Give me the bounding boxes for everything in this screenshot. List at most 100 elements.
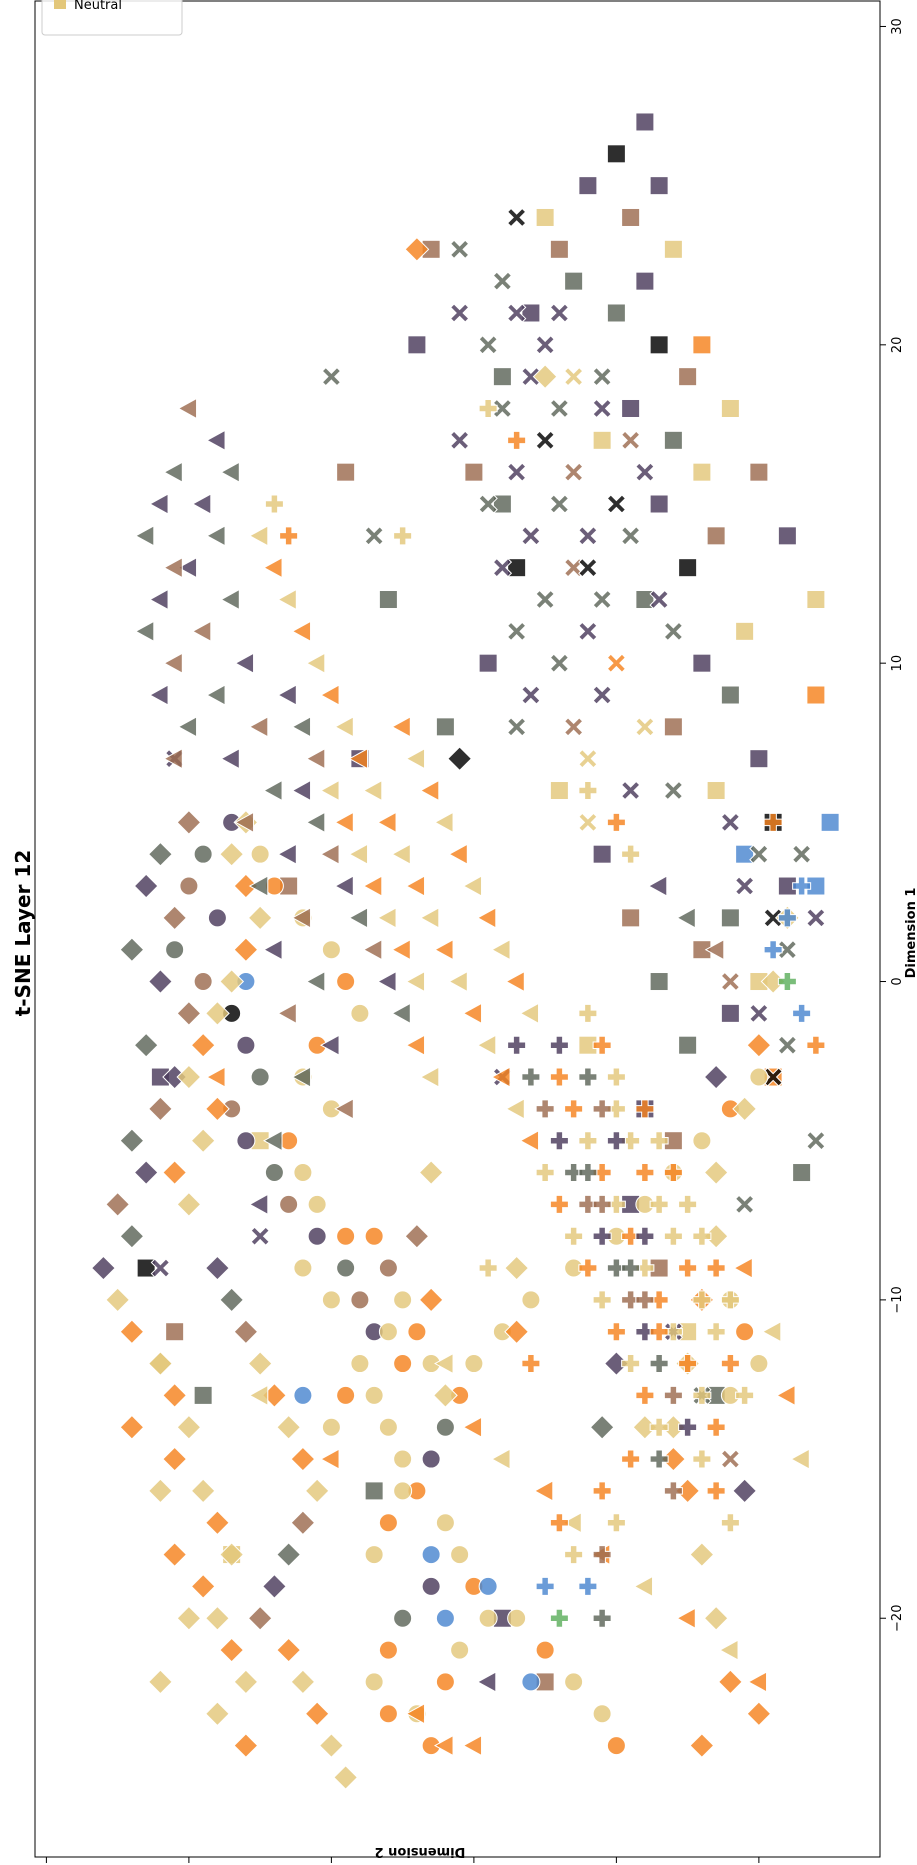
data-point [405,1034,426,1056]
data-point [318,1733,344,1758]
data-point [204,1701,230,1727]
data-point [521,303,541,323]
data-point [649,494,669,514]
data-point [507,1035,527,1055]
data-point [261,1382,287,1408]
data-point [635,462,655,482]
data-point [236,1131,256,1151]
data-point [419,907,440,929]
data-point [606,144,626,164]
data-point [763,908,783,928]
data-point [478,398,498,418]
data-point [407,1322,427,1342]
data-point [734,1194,755,1215]
data-point [720,908,740,928]
data-point [790,1448,810,1470]
data-point [733,1257,753,1279]
data-point [606,1513,626,1533]
data-point [689,1733,715,1758]
data-point [549,398,570,419]
x-tick-label: −20 [890,1605,905,1632]
legend-swatch [54,0,66,9]
data-point [720,685,740,705]
data-point [447,746,473,772]
data-point [649,1290,669,1310]
data-point [549,1067,569,1087]
data-point [476,1034,497,1056]
data-point [435,1672,455,1692]
data-point [720,971,741,992]
data-point [263,938,283,961]
data-point [293,1163,313,1183]
data-point [163,652,183,674]
data-point [190,1128,216,1154]
data-point [418,1160,444,1185]
data-point [364,1672,384,1692]
data-point [777,908,797,928]
data-point [177,556,198,579]
data-point [735,1322,755,1342]
data-point [763,812,783,832]
data-point [248,1384,269,1407]
data-point [592,1608,612,1628]
data-point [820,812,840,832]
data-point [521,685,541,705]
data-point [248,716,269,738]
legend-label: Neutral [74,0,122,13]
data-point [293,1258,313,1278]
data-point [191,493,212,515]
data-point [606,1194,626,1214]
x-tick-label: 30 [890,18,905,35]
data-point [176,1414,202,1440]
data-point [193,844,213,864]
data-point [177,716,198,738]
data-point [775,1384,796,1407]
data-point [564,1099,584,1119]
data-point [606,494,627,514]
data-point [506,303,527,323]
data-point [621,1354,641,1374]
data-point [732,1478,758,1504]
data-point [247,1351,273,1376]
data-point [336,972,356,992]
data-point [434,811,454,834]
data-point [419,1066,440,1088]
data-point [535,1640,555,1660]
x-tick-label: 0 [890,977,905,985]
data-point [578,1576,598,1596]
data-point [348,907,369,929]
data-point [304,1478,330,1504]
data-point [405,747,426,770]
data-point [165,940,185,960]
data-point [535,207,555,227]
data-point [478,1608,498,1628]
data-point [564,1226,584,1246]
data-point [105,1287,131,1313]
data-point [703,1160,729,1185]
data-point [450,1545,470,1565]
data-point [749,1067,769,1087]
data-point [563,717,584,737]
data-point [105,1191,131,1217]
data-point [190,1032,216,1058]
data-point [692,1385,712,1405]
data-point [649,1449,669,1469]
data-point [405,875,426,897]
data-point [462,1002,483,1025]
data-point [248,875,269,897]
data-point [563,462,584,482]
data-point [234,811,255,834]
data-point [305,970,326,993]
data-point [732,1096,758,1122]
data-point [276,1414,302,1440]
data-point [649,335,669,355]
data-point [635,1290,655,1310]
data-point [263,779,283,802]
data-point [362,938,383,961]
data-point [219,1542,245,1567]
data-point [720,1290,740,1310]
data-point [90,1255,116,1281]
data-point [649,176,669,196]
data-point [535,335,555,355]
data-point [549,1131,569,1151]
